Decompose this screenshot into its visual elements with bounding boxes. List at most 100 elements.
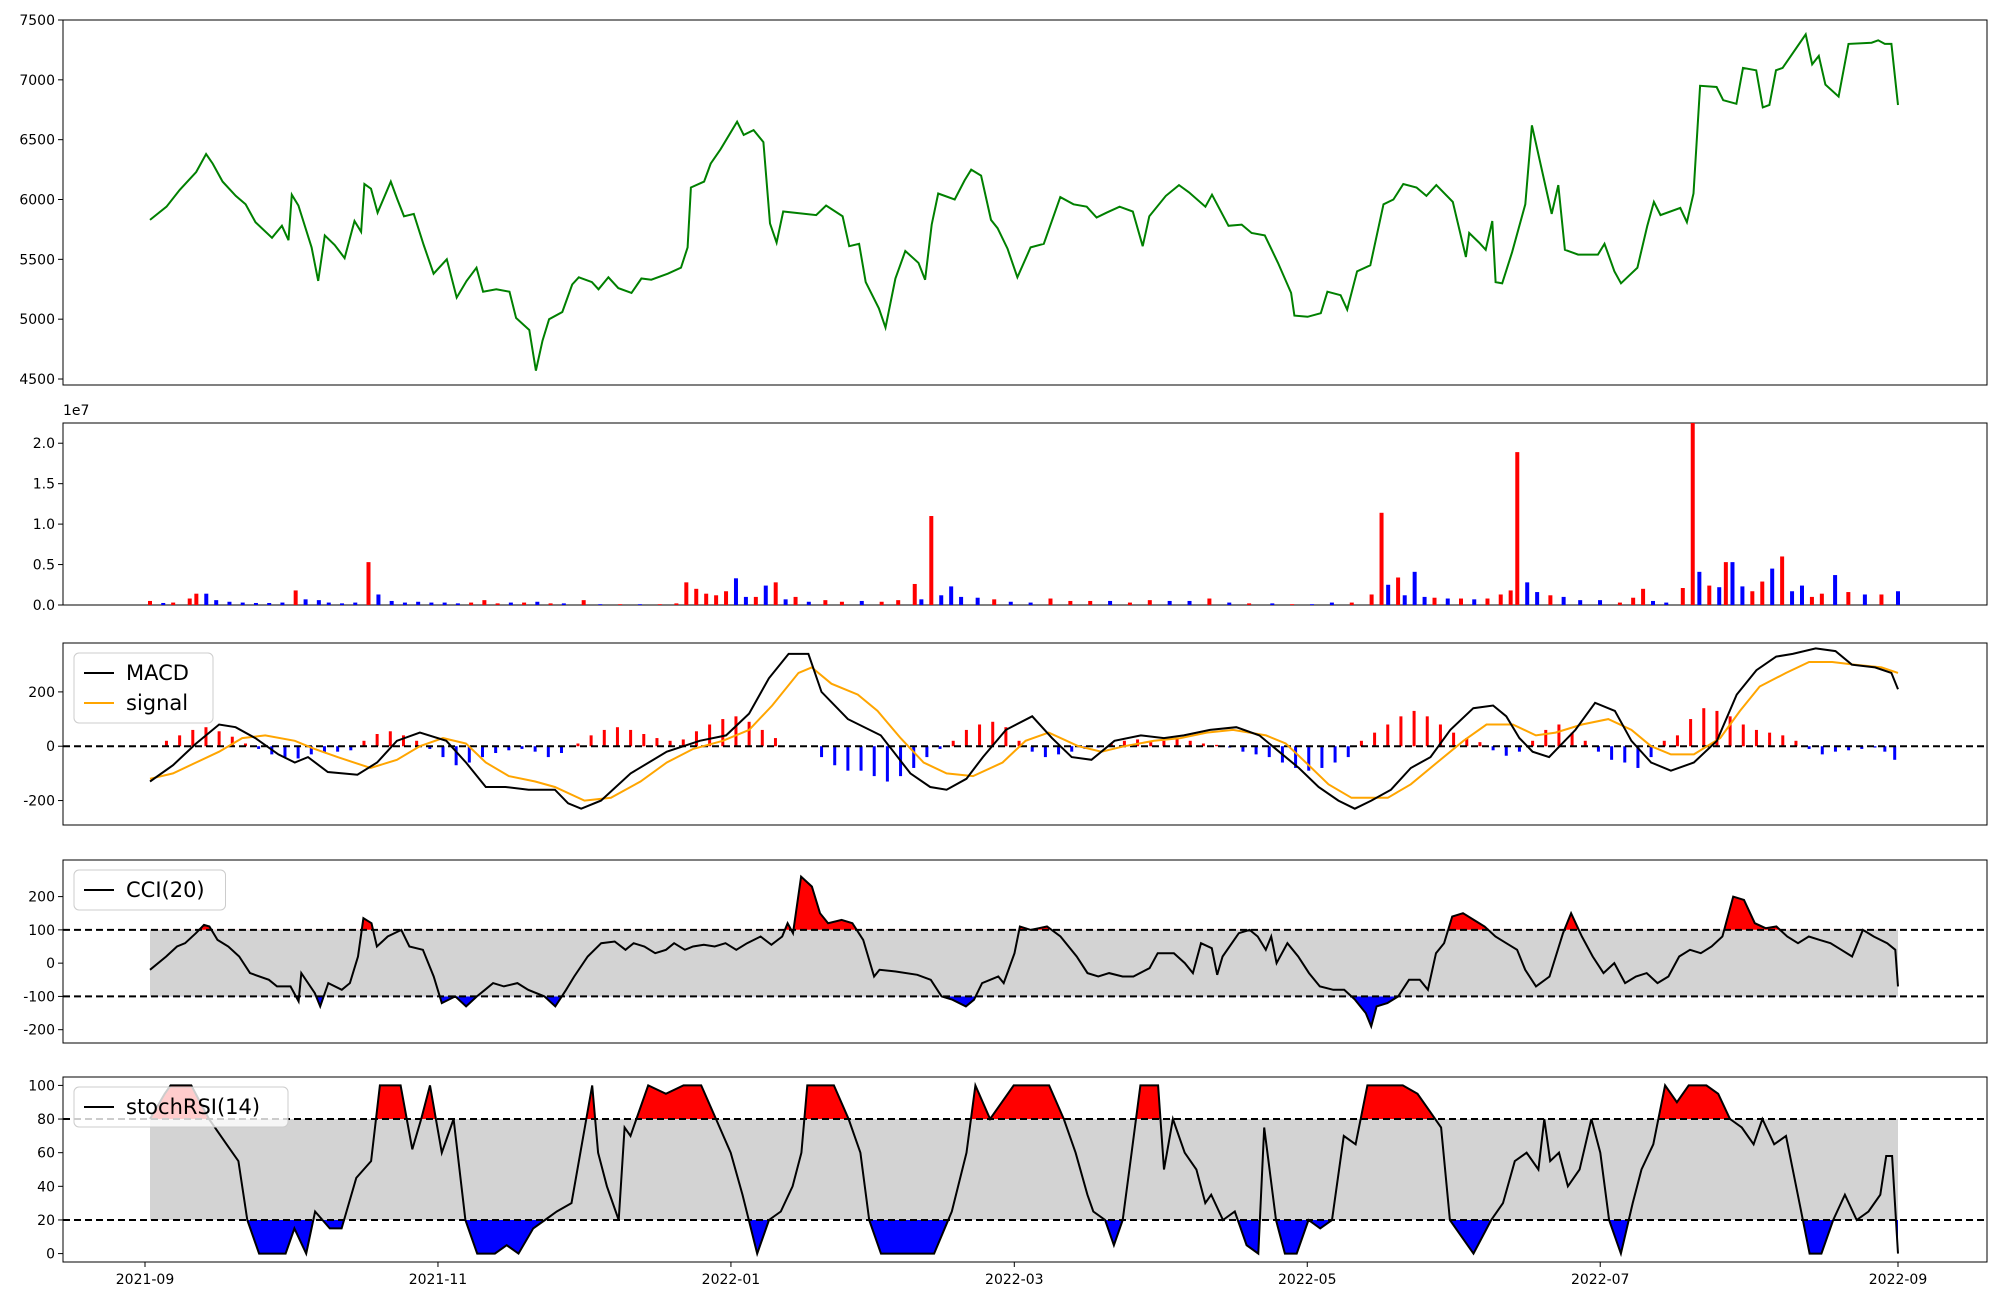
macd-histogram-bar <box>1004 727 1008 747</box>
volume-bar <box>1445 598 1450 605</box>
volume-bar <box>402 602 407 605</box>
macd-histogram-bar <box>217 731 221 747</box>
macd-histogram-bar <box>885 746 889 782</box>
volume-bar <box>1780 556 1785 605</box>
volume-bar <box>1515 452 1520 605</box>
macd-histogram-bar <box>336 746 340 752</box>
macd-histogram-bar <box>322 746 326 754</box>
stochrsi-line <box>149 1081 1899 1258</box>
macd-histogram-bar <box>833 746 837 766</box>
volume-bar <box>1187 600 1192 605</box>
macd-histogram-bar <box>415 740 419 747</box>
volume-bar <box>793 596 798 605</box>
volume-bar <box>455 603 460 605</box>
cci-band <box>150 929 1898 997</box>
macd-histogram-bar <box>428 746 432 749</box>
volume-bar <box>508 602 513 605</box>
macd-histogram-bar <box>1689 719 1693 747</box>
macd-legend-box <box>73 652 214 724</box>
macd-histogram-bar <box>1883 746 1887 752</box>
macd-histogram-bar <box>615 727 619 747</box>
macd-histogram-bar <box>629 729 633 747</box>
macd-histogram-bar <box>925 746 929 758</box>
macd-histogram-bar <box>1333 746 1337 763</box>
macd-histogram-bar <box>1754 729 1758 747</box>
macd-histogram-bar <box>164 740 168 747</box>
volume-bar <box>1396 577 1401 605</box>
volume-bar <box>1386 584 1391 605</box>
macd-histogram-bar <box>1873 746 1877 748</box>
volume-bar <box>1498 594 1503 605</box>
stochrsi-legend-box <box>73 1086 289 1128</box>
volume-bar <box>806 601 811 605</box>
volume-bar <box>204 593 209 605</box>
volume-bar <box>1525 582 1530 605</box>
macd-histogram-bar <box>1267 746 1271 758</box>
volume-bar <box>929 516 934 605</box>
price-ytick-label: 7500 <box>19 13 55 29</box>
macd-histogram-bar <box>773 738 777 747</box>
volume-bar <box>1740 586 1745 605</box>
volume-bar <box>1760 581 1765 605</box>
volume-bar <box>293 590 298 605</box>
macd-histogram-bar <box>1662 740 1666 747</box>
volume-bar <box>1799 585 1804 605</box>
volume-bar <box>694 588 699 605</box>
macd-panel: -200 0 200 MACD signal <box>23 642 1988 826</box>
volume-bar <box>1028 602 1033 605</box>
price-ytick-label: 6500 <box>19 133 55 149</box>
macd-histogram-bar <box>1649 746 1653 758</box>
macd-histogram-bar <box>1320 746 1324 768</box>
volume-bar <box>171 602 176 605</box>
volume-bar <box>1535 592 1540 605</box>
macd-histogram-bar <box>1728 716 1732 747</box>
macd-histogram-bar <box>1438 724 1442 747</box>
macd-histogram-bar <box>734 716 738 747</box>
price-line <box>149 31 1899 371</box>
macd-histogram-bar <box>1359 740 1363 747</box>
volume-bar <box>637 604 642 605</box>
macd-histogram-bar <box>668 740 672 747</box>
stochrsi-ytick-label: 0 <box>46 1247 55 1263</box>
volume-bar <box>1578 600 1583 605</box>
macd-histogram-bar <box>991 721 995 747</box>
macd-histogram-bar <box>388 731 392 747</box>
macd-histogram-bar <box>1162 740 1166 747</box>
volume-bar <box>1651 600 1656 605</box>
macd-histogram-bar <box>1175 738 1179 747</box>
volume-bar <box>416 601 421 605</box>
volume-bar <box>1846 592 1851 605</box>
volume-bar <box>714 595 719 605</box>
macd-histogram-bar <box>602 729 606 747</box>
volume-ytick-label: 1.5 <box>33 477 55 493</box>
volume-bar <box>340 603 345 605</box>
macd-histogram-bar <box>1794 740 1798 747</box>
volume-bar <box>442 602 447 605</box>
macd-histogram-bar <box>872 746 876 777</box>
volume-bar <box>753 596 758 605</box>
price-ytick-label: 4500 <box>19 372 55 388</box>
volume-bar <box>1459 598 1463 605</box>
stochrsi-ytick-label: 60 <box>37 1146 55 1162</box>
volume-bar <box>949 586 954 605</box>
volume-bar <box>1485 598 1490 605</box>
price-ytick-label: 6000 <box>19 193 55 209</box>
macd-histogram-bar <box>1636 746 1640 768</box>
macd-histogram-bar <box>375 734 379 747</box>
macd-ytick-label: -200 <box>23 794 55 810</box>
volume-bar <box>1664 602 1669 605</box>
volume-bar <box>859 600 864 605</box>
cci-ytick-label: 200 <box>28 890 55 906</box>
stochrsi-ytick-label: 20 <box>37 1213 55 1229</box>
macd-histogram-bar <box>178 735 182 747</box>
macd-histogram-bar <box>1122 740 1126 747</box>
macd-histogram-bar <box>296 746 300 759</box>
volume-bar <box>535 601 540 605</box>
volume-bar <box>482 600 487 605</box>
cci-line <box>149 874 1899 1030</box>
volume-bar <box>1349 602 1354 605</box>
macd-ytick-label: 200 <box>28 685 55 701</box>
macd-histogram-bar <box>1373 732 1377 747</box>
macd-histogram-bar <box>1768 732 1772 747</box>
macd-histogram-bar <box>1833 746 1837 752</box>
